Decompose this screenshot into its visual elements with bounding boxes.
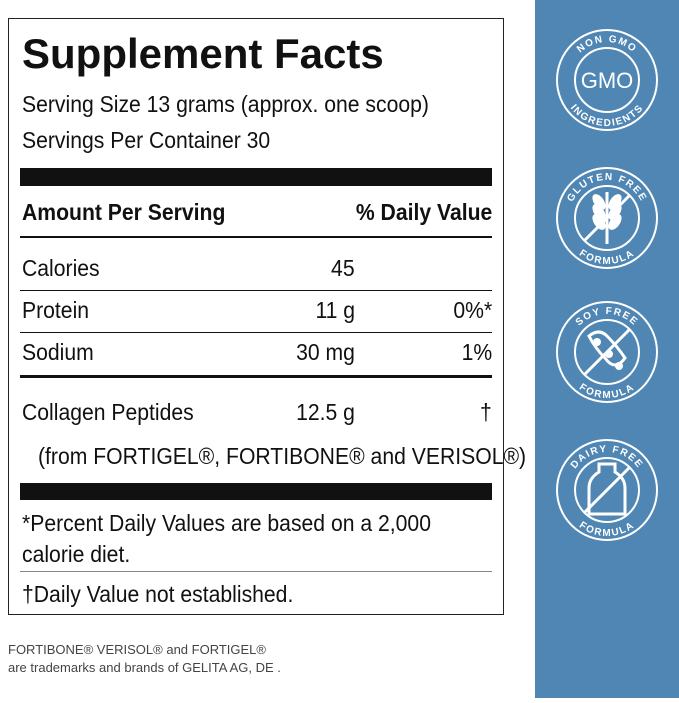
strike: [583, 194, 631, 242]
divider: [20, 168, 492, 186]
divider: [20, 375, 492, 378]
svg-text:INGREDIENTS: INGREDIENTS: [568, 102, 646, 129]
nutrient-dv: 1%: [461, 339, 492, 365]
serving-size: Serving Size 13 grams (approx. one scoop…: [22, 91, 429, 117]
footnote: †Daily Value not established.: [22, 581, 294, 607]
nutrient-dv: †: [480, 399, 492, 425]
nutrient-amount: 12.5 g: [296, 399, 355, 425]
icon: [587, 330, 627, 367]
icon: [587, 462, 627, 516]
icon: [615, 362, 623, 370]
nutrient-dv: 0%*: [453, 297, 492, 323]
svg-text:SOY FREE: SOY FREE: [574, 306, 640, 328]
trademark: are trademarks and brands of GELITA AG, …: [8, 660, 281, 675]
trademark: FORTIBONE® VERISOL® and FORTIGEL®: [8, 642, 266, 657]
badge-ring: [556, 301, 658, 403]
nutrient-name: Collagen Peptides: [22, 399, 194, 425]
badge-bottom-text: INGREDIENTS: [568, 102, 645, 129]
badge-center: GMO: [581, 68, 634, 93]
divider: [20, 332, 492, 333]
facts-box: [8, 18, 504, 615]
dv-header: % Daily Value: [355, 199, 492, 225]
divider: [20, 290, 492, 291]
footnote: *Percent Daily Values are based on a 2,0…: [22, 510, 431, 567]
strike: [583, 466, 631, 514]
icon: [593, 338, 601, 346]
icon: [608, 214, 622, 230]
icon: [592, 204, 606, 220]
icon: [592, 214, 606, 230]
icon: [592, 194, 606, 210]
amount-header: Amount Per Serving: [22, 199, 226, 225]
nutrient-amount: 11 g: [315, 297, 355, 323]
title: Supplement Facts: [22, 30, 384, 77]
badge-ring: [556, 439, 658, 541]
badge-panel: NON GMO INGREDIENTS GMO GLUTEN FREE FORMULA S…: [535, 0, 679, 698]
source: (from FORTIGEL®, FORTIBONE® and VERISOL®…: [38, 443, 527, 469]
badge-inner: [574, 319, 640, 385]
badge-inner: [574, 47, 640, 113]
icon: [608, 194, 622, 210]
badge: NON GMO INGREDIENTS GMO: [556, 29, 658, 131]
nutrient-amount: 30 mg: [296, 339, 355, 365]
badge-top-text: NON GMO: [575, 34, 637, 55]
nutrient-name: Protein: [22, 297, 90, 323]
nutrient-amount: 45: [331, 255, 355, 281]
divider: [20, 236, 492, 238]
badge-inner: [574, 457, 640, 523]
badge-ring: [556, 29, 658, 131]
divider: [20, 483, 492, 500]
servings-per-container: Servings Per Container 30: [22, 127, 271, 153]
badge-ring: [556, 167, 658, 269]
badge-inner: [574, 185, 640, 251]
svg-text:NON GMO: NON GMO: [575, 34, 639, 55]
divider: [20, 571, 492, 572]
nutrient-name: Sodium: [22, 339, 94, 365]
badge-top-text: SOY FREE: [574, 306, 639, 328]
nutrient-name: Calories: [22, 255, 100, 281]
strike: [583, 328, 631, 376]
